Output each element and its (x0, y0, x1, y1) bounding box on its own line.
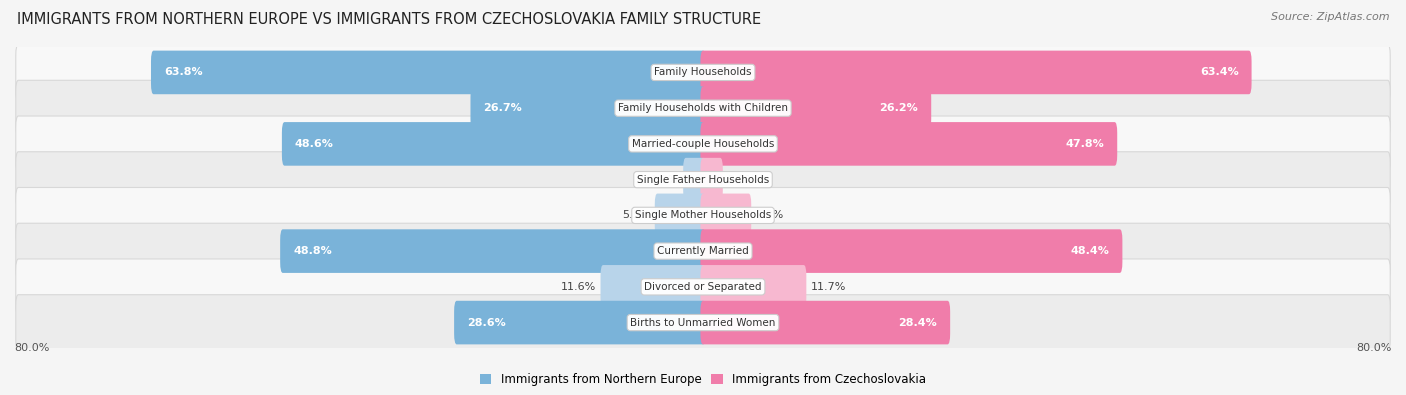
FancyBboxPatch shape (700, 301, 950, 344)
FancyBboxPatch shape (683, 158, 706, 201)
FancyBboxPatch shape (150, 51, 706, 94)
FancyBboxPatch shape (700, 194, 751, 237)
FancyBboxPatch shape (280, 229, 706, 273)
Text: 48.4%: 48.4% (1070, 246, 1109, 256)
FancyBboxPatch shape (281, 122, 706, 166)
FancyBboxPatch shape (15, 188, 1391, 243)
Text: 11.6%: 11.6% (561, 282, 596, 292)
FancyBboxPatch shape (15, 223, 1391, 279)
FancyBboxPatch shape (700, 229, 1122, 273)
FancyBboxPatch shape (655, 194, 706, 237)
FancyBboxPatch shape (15, 152, 1391, 207)
Text: 63.8%: 63.8% (165, 68, 202, 77)
FancyBboxPatch shape (15, 295, 1391, 350)
FancyBboxPatch shape (700, 87, 931, 130)
Text: 28.6%: 28.6% (467, 318, 506, 327)
Text: 26.7%: 26.7% (484, 103, 522, 113)
Text: Currently Married: Currently Married (657, 246, 749, 256)
Text: Family Households: Family Households (654, 68, 752, 77)
Text: 2.0%: 2.0% (727, 175, 755, 184)
FancyBboxPatch shape (15, 116, 1391, 172)
Text: 5.3%: 5.3% (755, 211, 783, 220)
Text: Single Father Households: Single Father Households (637, 175, 769, 184)
FancyBboxPatch shape (15, 45, 1391, 100)
Text: 28.4%: 28.4% (898, 318, 938, 327)
Text: 80.0%: 80.0% (14, 343, 49, 353)
Text: Married-couple Households: Married-couple Households (631, 139, 775, 149)
Text: Family Households with Children: Family Households with Children (619, 103, 787, 113)
FancyBboxPatch shape (600, 265, 706, 308)
Text: Single Mother Households: Single Mother Households (636, 211, 770, 220)
FancyBboxPatch shape (15, 80, 1391, 136)
FancyBboxPatch shape (700, 158, 723, 201)
Text: 80.0%: 80.0% (1357, 343, 1392, 353)
Text: 26.2%: 26.2% (880, 103, 918, 113)
Text: 63.4%: 63.4% (1199, 68, 1239, 77)
Text: 47.8%: 47.8% (1066, 139, 1104, 149)
FancyBboxPatch shape (454, 301, 706, 344)
FancyBboxPatch shape (700, 265, 807, 308)
Text: 11.7%: 11.7% (811, 282, 846, 292)
Text: 5.3%: 5.3% (623, 211, 651, 220)
FancyBboxPatch shape (471, 87, 706, 130)
FancyBboxPatch shape (15, 259, 1391, 315)
Legend: Immigrants from Northern Europe, Immigrants from Czechoslovakia: Immigrants from Northern Europe, Immigra… (477, 370, 929, 390)
Text: 2.0%: 2.0% (651, 175, 679, 184)
Text: Source: ZipAtlas.com: Source: ZipAtlas.com (1271, 12, 1389, 22)
FancyBboxPatch shape (700, 122, 1118, 166)
Text: 48.8%: 48.8% (292, 246, 332, 256)
Text: IMMIGRANTS FROM NORTHERN EUROPE VS IMMIGRANTS FROM CZECHOSLOVAKIA FAMILY STRUCTU: IMMIGRANTS FROM NORTHERN EUROPE VS IMMIG… (17, 12, 761, 27)
FancyBboxPatch shape (700, 51, 1251, 94)
Text: Divorced or Separated: Divorced or Separated (644, 282, 762, 292)
Text: 48.6%: 48.6% (295, 139, 333, 149)
Text: Births to Unmarried Women: Births to Unmarried Women (630, 318, 776, 327)
